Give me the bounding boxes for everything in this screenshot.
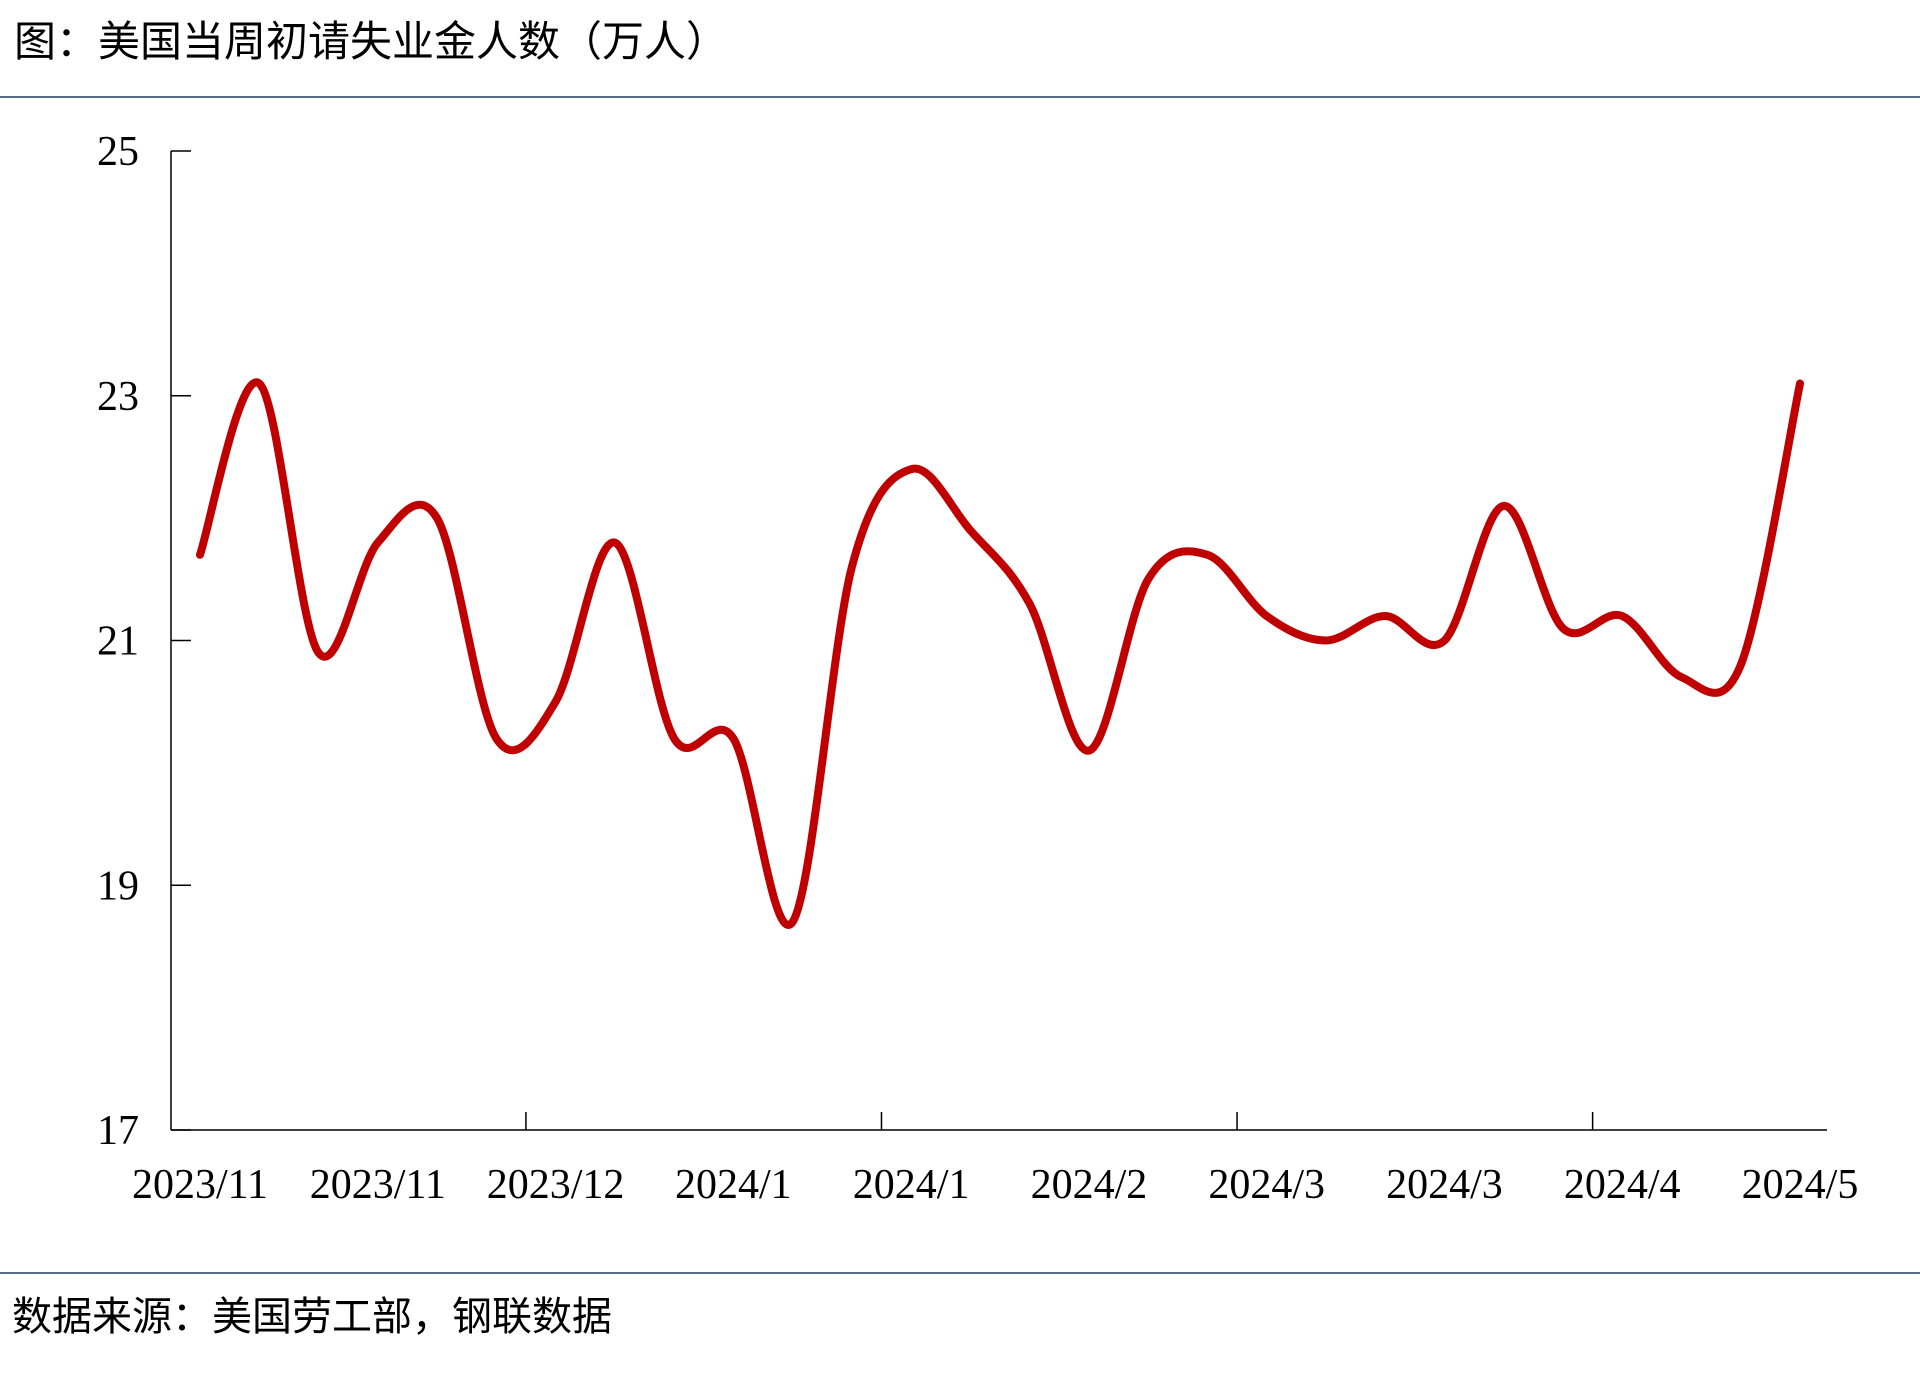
x-tick-label: 2023/11 [132,1162,268,1208]
x-tick-label: 2024/1 [675,1162,792,1208]
y-tick-label: 21 [97,619,139,665]
y-tick-label: 17 [97,1108,139,1154]
y-tick-label: 25 [97,129,139,175]
x-tick-label: 2023/11 [310,1162,446,1208]
x-tick-label: 2024/1 [853,1162,970,1208]
x-tick-label: 2024/3 [1386,1162,1503,1208]
x-tick-label: 2024/2 [1031,1162,1148,1208]
x-tick-label: 2024/4 [1564,1162,1681,1208]
y-tick-label: 19 [97,863,139,909]
x-tick-label: 2023/12 [487,1162,625,1208]
chart-title: 图：美国当周初请失业金人数（万人） [14,19,728,66]
x-tick-label: 2024/3 [1208,1162,1325,1208]
y-tick-label: 23 [97,374,139,420]
data-line [196,378,1805,929]
source-note: 数据来源：美国劳工部，钢联数据 [12,1294,612,1339]
x-tick-label: 2024/5 [1742,1162,1859,1208]
